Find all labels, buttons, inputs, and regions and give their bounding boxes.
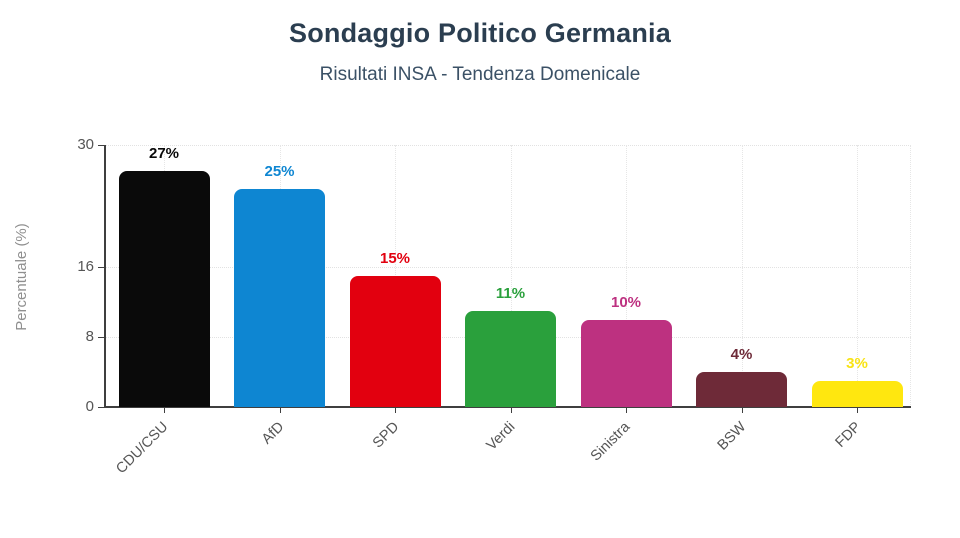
v-gridline-verdi bbox=[510, 145, 512, 407]
chart-title: Sondaggio Politico Germania bbox=[289, 18, 671, 48]
y-tick-label-30: 30 bbox=[77, 136, 94, 153]
y-axis-line bbox=[104, 145, 106, 407]
x-tick-mark-spd bbox=[395, 407, 396, 413]
bar-fdp bbox=[811, 380, 903, 407]
x-tick-mark-fdp bbox=[857, 407, 858, 413]
bar-value-verdi: 11% bbox=[495, 284, 526, 302]
x-axis-line bbox=[104, 406, 911, 408]
y-tick-mark-8 bbox=[98, 337, 104, 339]
h-gridline-16 bbox=[105, 266, 911, 268]
v-gridline-right-edge bbox=[910, 145, 911, 407]
x-tick-label-fdp: FDP bbox=[832, 419, 865, 451]
bar-value-fdp: 3% bbox=[846, 354, 868, 372]
bar-value-bsw: 4% bbox=[730, 346, 753, 364]
chart-subtitle: Risultati INSA - Tendenza Domenicale bbox=[319, 64, 641, 85]
bar-bsw bbox=[696, 372, 787, 407]
x-tick-mark-cdu-csu bbox=[164, 407, 165, 413]
y-tick-mark-30 bbox=[98, 145, 104, 146]
x-tick-mark-afd bbox=[279, 407, 281, 413]
bar-value-cdu-csu: 27% bbox=[148, 145, 180, 163]
x-tick-label-bsw: BSW bbox=[714, 419, 749, 454]
v-gridline-fdp bbox=[857, 145, 858, 407]
x-tick-label-verdi: Verdi bbox=[483, 419, 518, 454]
y-tick-label-0: 0 bbox=[85, 398, 94, 415]
bar-sinistra bbox=[580, 319, 672, 407]
x-tick-label-spd: SPD bbox=[369, 419, 403, 452]
y-tick-mark-16 bbox=[98, 267, 104, 269]
bar-cdu-csu bbox=[118, 171, 210, 407]
v-gridline-bsw bbox=[741, 145, 743, 407]
y-tick-label-16: 16 bbox=[77, 258, 94, 276]
bar-value-spd: 15% bbox=[379, 250, 411, 267]
x-tick-label-afd: AfD bbox=[258, 419, 287, 448]
v-gridline-sinistra bbox=[626, 145, 627, 407]
x-tick-mark-verdi bbox=[510, 407, 512, 413]
x-tick-label-sinistra: Sinistra bbox=[587, 419, 634, 465]
y-tick-label-8: 8 bbox=[85, 328, 94, 346]
bar-spd bbox=[349, 276, 441, 407]
bar-verdi bbox=[465, 310, 556, 407]
y-tick-mark-0 bbox=[98, 407, 104, 408]
h-gridline-30 bbox=[105, 144, 911, 146]
bar-value-afd: 25% bbox=[264, 162, 295, 180]
x-tick-mark-bsw bbox=[741, 407, 743, 413]
x-tick-mark-sinistra bbox=[626, 407, 627, 413]
x-tick-label-cdu-csu: CDU/CSU bbox=[113, 419, 172, 478]
bar-afd bbox=[234, 188, 325, 407]
y-axis-title: Percentuale (%) bbox=[13, 223, 30, 331]
bar-value-sinistra: 10% bbox=[610, 293, 642, 311]
